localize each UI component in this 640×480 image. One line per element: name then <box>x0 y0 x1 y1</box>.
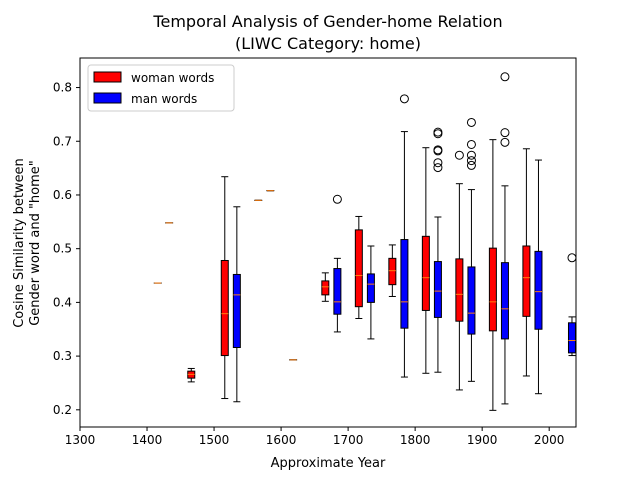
chart-title: Temporal Analysis of Gender-home Relatio… <box>152 12 502 31</box>
box <box>500 262 509 340</box>
legend-swatch <box>93 92 122 104</box>
outlier-point <box>466 156 476 166</box>
outlier-point <box>433 127 443 137</box>
y-axis-label-line-2: Gender word and "home" <box>28 160 43 326</box>
legend-label: man words <box>131 92 197 106</box>
box <box>433 261 442 318</box>
y-tick-label: 0.8 <box>53 81 72 95</box>
y-tick-label: 0.6 <box>53 188 72 202</box>
y-tick-label: 0.2 <box>53 403 72 417</box>
box-plot <box>466 117 476 382</box>
legend: woman words man words <box>87 64 235 112</box>
x-tick-label: 2000 <box>534 433 565 447</box>
x-tick-label: 1400 <box>132 433 163 447</box>
box-plot <box>421 147 430 374</box>
x-tick-label: 1300 <box>65 433 96 447</box>
box <box>567 322 576 354</box>
outlier-point <box>500 137 510 147</box>
outlier-point <box>500 128 510 138</box>
box-plot <box>399 94 409 378</box>
outlier-point <box>466 160 476 170</box>
outlier-point <box>466 150 476 160</box>
box-plot <box>522 148 531 377</box>
y-tick-label: 0.3 <box>53 349 72 363</box>
outlier-point <box>466 139 476 149</box>
box <box>467 266 476 335</box>
box-plot <box>454 150 464 391</box>
box <box>488 247 497 332</box>
outlier-point <box>500 72 510 82</box>
plot-area <box>153 72 577 411</box>
outlier-point <box>466 117 476 127</box>
box-plot <box>388 244 397 297</box>
x-axis-label: Approximate Year <box>271 456 386 471</box>
outlier-point <box>399 94 409 104</box>
box <box>522 245 531 317</box>
x-tick-label: 1500 <box>199 433 230 447</box>
box-plot <box>500 72 510 405</box>
box-plot <box>321 272 330 302</box>
box <box>455 258 464 322</box>
box-plot <box>354 215 363 320</box>
outlier-point <box>433 158 443 168</box>
outlier-point <box>433 145 443 155</box>
box <box>220 259 229 357</box>
axes-frame <box>79 57 577 428</box>
y-tick-label: 0.7 <box>53 134 72 148</box>
legend-box <box>87 64 235 112</box>
box <box>366 273 375 303</box>
axes: 1300 1400 1500 1600 1700 1800 1900 2000 0.2 0.3 0.… <box>53 57 577 447</box>
box-plot <box>433 127 443 373</box>
box <box>333 268 342 315</box>
outlier-point <box>454 150 464 160</box>
box-plot <box>232 206 241 403</box>
box <box>534 250 543 330</box>
y-tick-label: 0.5 <box>53 242 72 256</box>
box <box>421 235 430 311</box>
box <box>400 239 409 329</box>
y-axis-label-line-1: Cosine Similarity between <box>12 158 27 328</box>
x-tick-label: 1600 <box>266 433 297 447</box>
box-plot <box>220 176 229 400</box>
outlier-point <box>433 163 443 173</box>
x-tick-label: 1800 <box>400 433 431 447</box>
box-plot <box>187 367 196 383</box>
outlier-point <box>332 194 342 204</box>
box-plot <box>567 253 577 357</box>
legend-label: woman words <box>131 71 214 85</box>
legend-swatch <box>93 71 122 83</box>
box-plot <box>488 139 497 411</box>
chart-subtitle: (LIWC Category: home) <box>235 34 421 53</box>
box-plot <box>534 159 543 395</box>
x-tick-label: 1900 <box>467 433 498 447</box>
box-plot <box>366 245 375 340</box>
box <box>232 273 241 349</box>
box <box>354 229 363 308</box>
box <box>321 280 330 296</box>
x-tick-label: 1700 <box>333 433 364 447</box>
y-tick-label: 0.4 <box>53 295 72 309</box>
box <box>388 257 397 286</box>
box-plot <box>332 194 342 333</box>
